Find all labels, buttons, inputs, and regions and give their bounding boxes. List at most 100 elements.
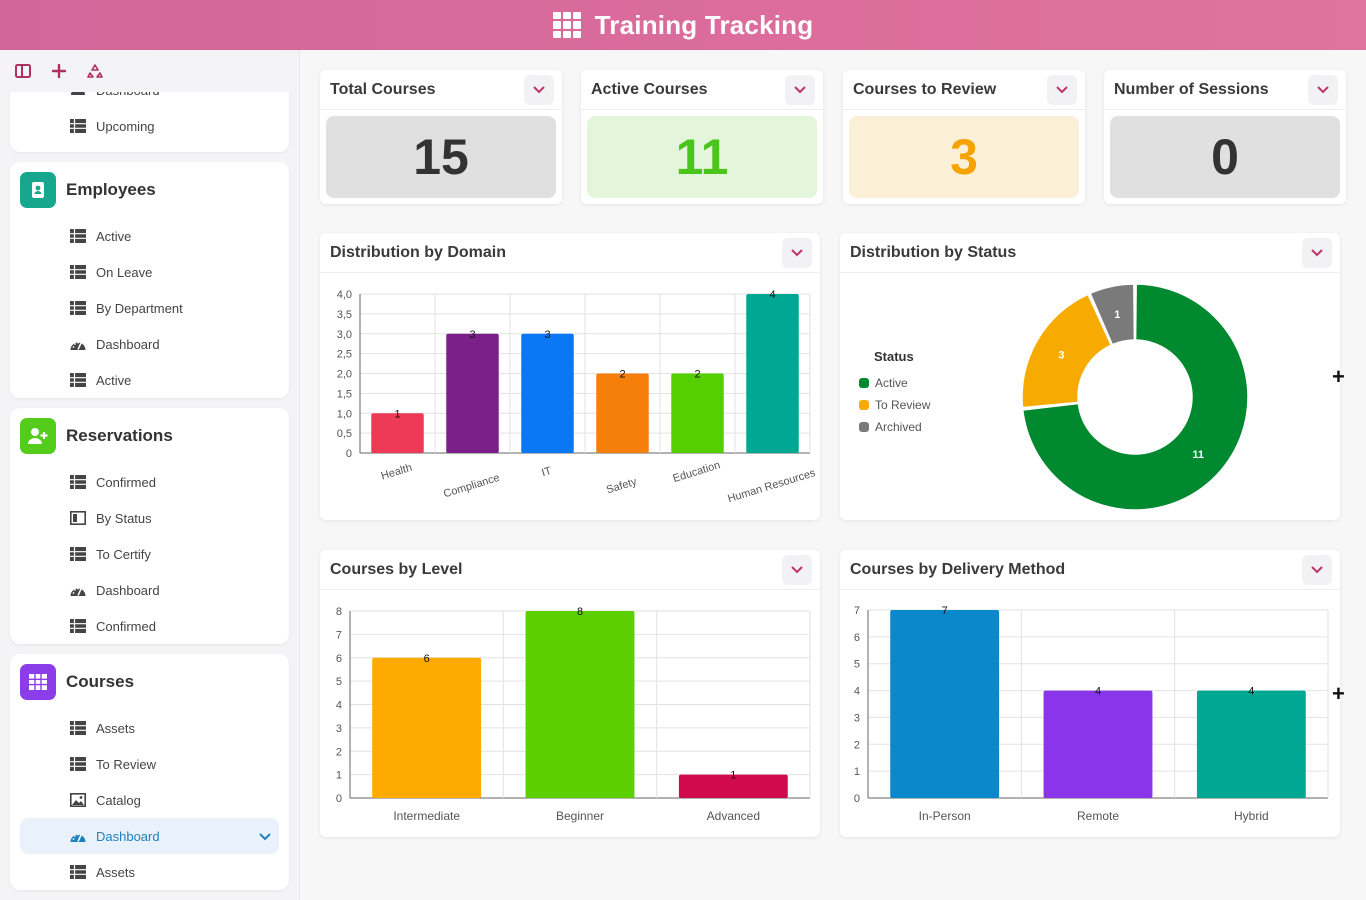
recycle-icon[interactable] (84, 60, 106, 82)
bar (746, 294, 799, 453)
sidebar-item-by-department[interactable]: By Department (10, 290, 289, 326)
dashboard-icon (70, 833, 86, 842)
y-tick-label: 4 (854, 686, 860, 698)
section-title: Employees (66, 180, 156, 199)
sidebar-item-confirmed[interactable]: Confirmed (10, 464, 289, 500)
app-grid-icon (552, 12, 581, 38)
panel-courses-by-delivery: Courses by Delivery Method 0 1 2 3 4 5 6 7 7 In-P… (840, 550, 1340, 837)
toggle-panel-icon[interactable] (12, 60, 34, 82)
panel-menu-button[interactable] (785, 75, 815, 105)
y-tick-label: 3 (336, 723, 342, 735)
panel-distribution-by-domain: Distribution by Domain 0 0,5 1,0 1,5 2,0 2,5 3… (320, 233, 820, 520)
panel-menu-button[interactable] (524, 75, 554, 105)
sidebar-item-label: To Review (96, 756, 156, 772)
kanban-icon (70, 511, 86, 525)
legend-label: Active (875, 376, 908, 390)
y-tick-label: 7 (336, 629, 342, 641)
status-donut-chart: 11 3 1 Status Active To Review Archived (859, 283, 1249, 511)
y-tick-label: 7 (854, 605, 860, 617)
sidebar-item-active[interactable]: Active (10, 218, 289, 254)
y-tick-label: 1,0 (337, 408, 352, 420)
donut-slice (1021, 283, 1249, 511)
add-icon[interactable] (48, 60, 70, 82)
kpi-number-of-sessions: Number of Sessions 0 (1104, 70, 1346, 204)
sidebar-item-label: Assets (96, 864, 136, 880)
sidebar-item-dashboard[interactable]: Dashboard (20, 818, 279, 854)
sidebar-item-assets[interactable]: Assets (10, 854, 289, 890)
section-title: Courses (66, 672, 135, 691)
sidebar-item-label: Confirmed (96, 618, 156, 634)
sidebar-item-label: Confirmed (96, 474, 156, 490)
sidebar-toolbar (0, 50, 299, 92)
x-tick-label: Remote (1077, 809, 1119, 823)
y-tick-label: 5 (336, 676, 342, 688)
bar (596, 373, 649, 453)
kpi-value: 11 (587, 116, 817, 198)
data-label: 3 (469, 329, 475, 341)
data-label: 3 (1058, 350, 1064, 362)
sidebar-item-by-status[interactable]: By Status (10, 500, 289, 536)
sidebar-item-confirmed[interactable]: Confirmed (10, 608, 289, 644)
sidebar-item-label: To Certify (96, 546, 151, 562)
data-label: 2 (694, 369, 700, 381)
x-tick-label: Hybrid (1234, 809, 1269, 823)
bar (671, 373, 724, 453)
panel-menu-button[interactable] (782, 555, 812, 585)
dashboard-icon (70, 341, 86, 350)
app-header: Training Tracking (0, 0, 1366, 50)
x-tick-label: Intermediate (393, 809, 460, 823)
donut-slice (1089, 283, 1136, 346)
panel-courses-by-level: Courses by Level 0 1 2 3 4 5 6 7 8 6 Intermediate 8… (320, 550, 820, 837)
chevron-down-icon (1311, 249, 1323, 257)
x-tick-label: IT (540, 465, 553, 479)
data-label: 8 (577, 606, 583, 618)
legend-swatch (859, 400, 869, 410)
add-panel-button[interactable]: + (1332, 681, 1345, 706)
table-icon (70, 475, 86, 489)
panel-menu-button[interactable] (1302, 555, 1332, 585)
sidebar-item-active[interactable]: Active (10, 362, 289, 398)
sidebar-item-to-review[interactable]: To Review (10, 746, 289, 782)
chevron-down-icon (1056, 86, 1068, 94)
y-tick-label: 0 (336, 793, 342, 805)
kpi-active-courses: Active Courses 11 (581, 70, 823, 204)
sidebar-section-employees: Employees Active On Leave By Department Das… (10, 162, 289, 398)
chevron-down-icon (1317, 86, 1329, 94)
panel-menu-button[interactable] (1047, 75, 1077, 105)
data-label: 6 (424, 653, 430, 665)
chevron-down-icon (1311, 566, 1323, 574)
data-label: 4 (769, 289, 775, 301)
sidebar-item-to-certify[interactable]: To Certify (10, 536, 289, 572)
sidebar-item-assets[interactable]: Assets (10, 710, 289, 746)
y-tick-label: 1,5 (337, 388, 352, 400)
x-tick-label: Beginner (556, 809, 604, 823)
section-header[interactable]: Employees (10, 162, 289, 218)
sidebar-item-dashboard[interactable]: Dashboard (10, 326, 289, 362)
sidebar-item-dashboard[interactable]: Dashboard (10, 572, 289, 608)
level-bar-chart: 0 1 2 3 4 5 6 7 8 6 Intermediate 8 Beginner 1 Advanced (336, 606, 811, 823)
sidebar-item-catalog[interactable]: Catalog (10, 782, 289, 818)
panel-title: Courses by Delivery Method (850, 560, 1066, 578)
panel-menu-button[interactable] (1308, 75, 1338, 105)
section-header[interactable]: Courses (10, 654, 289, 710)
sidebar-item-upcoming[interactable]: Upcoming (10, 108, 289, 144)
section-header[interactable]: Reservations (10, 408, 289, 464)
y-tick-label: 2,5 (337, 349, 352, 361)
bar (678, 774, 788, 798)
y-tick-label: 4 (336, 700, 342, 712)
sidebar-item-label: Assets (96, 720, 136, 736)
x-tick-label: Compliance (442, 472, 501, 500)
chevron-down-icon[interactable] (259, 829, 271, 844)
kpi-value: 3 (849, 116, 1079, 198)
data-label: 3 (544, 329, 550, 341)
sidebar-item-label: Catalog (96, 792, 141, 808)
sidebar: Dashboard Upcoming Employees Active On Le… (0, 50, 300, 900)
table-icon (70, 119, 86, 133)
panel-menu-button[interactable] (1302, 238, 1332, 268)
sidebar-item-on-leave[interactable]: On Leave (10, 254, 289, 290)
panel-menu-button[interactable] (782, 238, 812, 268)
table-icon (70, 229, 86, 243)
y-tick-label: 0,5 (337, 428, 352, 440)
add-panel-button[interactable]: + (1332, 364, 1345, 389)
y-tick-label: 2 (854, 739, 860, 751)
